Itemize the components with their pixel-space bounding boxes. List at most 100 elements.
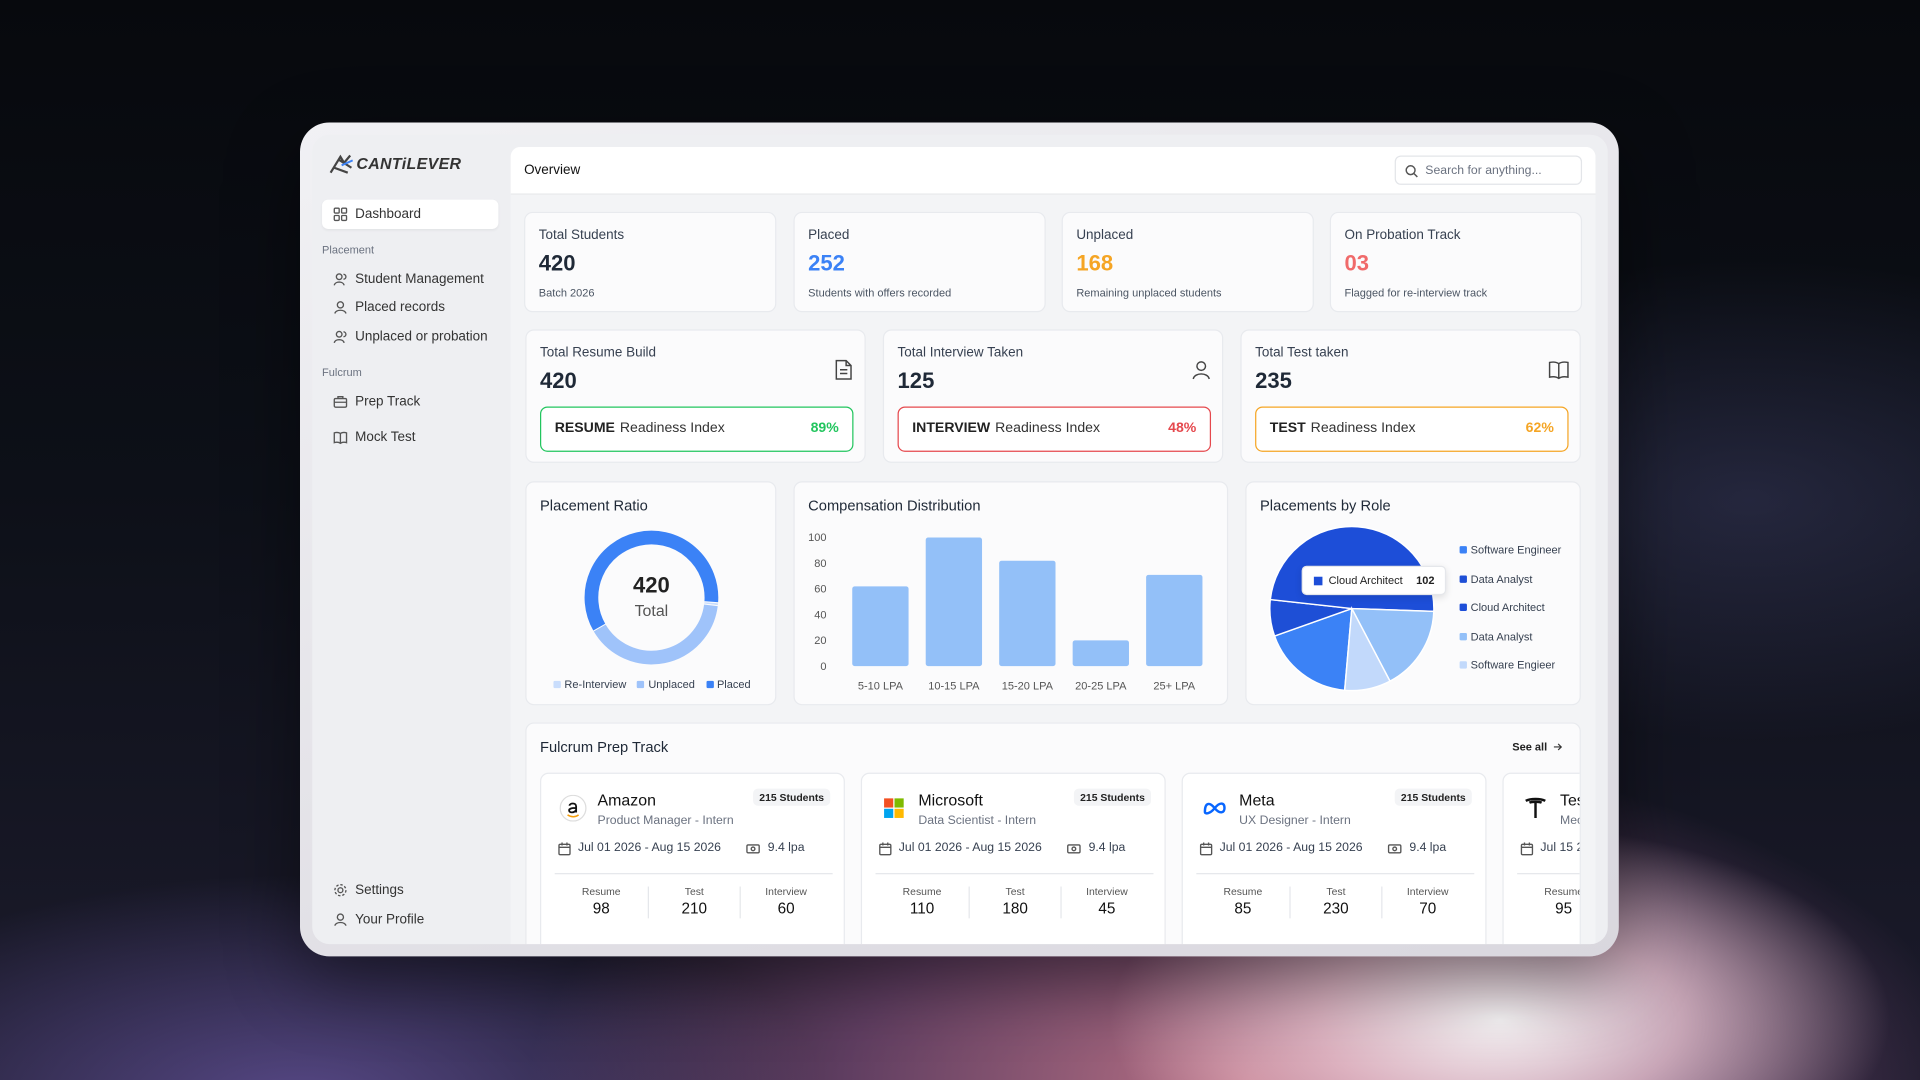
- readiness-index: TEST Readiness Index 62%: [1255, 406, 1569, 452]
- stat-column-value: 60: [777, 900, 795, 918]
- prep-track-panel: Fulcrum Prep Track See all Amazon Product M…: [525, 722, 1581, 945]
- prep-card: Meta UX Designer - Intern 215 Students Jul …: [1181, 772, 1487, 945]
- search-box[interactable]: Search for anything...: [1394, 155, 1583, 185]
- icon-part: [1071, 846, 1077, 852]
- legend-item: Software Engieer: [1459, 658, 1556, 672]
- nav-label: Student Management: [355, 271, 484, 287]
- legend-item: Data Analyst: [1459, 572, 1533, 585]
- tooltip-value: 102: [1416, 574, 1435, 587]
- readiness-index-text: Readiness Index: [1310, 421, 1416, 436]
- search-icon: [1405, 165, 1418, 178]
- stat-column-value: 180: [1002, 900, 1028, 918]
- legend-label: Data Analyst: [1470, 630, 1533, 643]
- bar: [1072, 640, 1129, 667]
- legend-item: Placed: [705, 678, 751, 691]
- legend-swatch: [1459, 603, 1467, 612]
- icon: [1520, 842, 1534, 856]
- stat-column-label: Interview: [765, 885, 807, 898]
- package: 9.4 lpa: [767, 841, 805, 855]
- stat-label: Placed: [808, 227, 850, 243]
- nav-item[interactable]: Prep Track: [322, 387, 498, 416]
- stat-column-label: Test: [1326, 885, 1346, 898]
- legend-item: Re-Interview: [553, 678, 627, 691]
- x-tick-label: 15-20 LPA: [1002, 680, 1054, 692]
- legend-label: Software Engieer: [1470, 658, 1556, 672]
- company-name: Tesl: [1560, 791, 1580, 810]
- card-icon: [1192, 361, 1210, 380]
- stat-column-label: Interview: [1086, 885, 1128, 898]
- icon-part: [336, 301, 345, 309]
- legend-label: Data Analyst: [1470, 572, 1533, 585]
- column-divider: [968, 886, 970, 919]
- nav-label: Mock Test: [355, 429, 416, 445]
- stat-column-label: Resume: [902, 885, 942, 898]
- nav-item[interactable]: Dashboard: [322, 199, 499, 229]
- icon-part: [340, 214, 348, 222]
- nav-item[interactable]: Student Management: [322, 264, 498, 293]
- nav-item[interactable]: Mock Test: [322, 422, 498, 451]
- donut-center-label: Total: [635, 603, 669, 620]
- column-divider: [1289, 886, 1291, 919]
- stat-column-value: 110: [909, 900, 935, 918]
- icon: [1199, 842, 1213, 856]
- company-role: Product Manager - Intern: [597, 814, 734, 828]
- icon-part: [336, 913, 345, 921]
- readiness-card: Total Test taken 235 TEST Readiness Index 62…: [1240, 329, 1581, 463]
- nav-item[interactable]: Placed records: [322, 293, 498, 322]
- stat-card: Total Students 420 Batch 2026: [524, 211, 777, 313]
- icon-part: [1199, 843, 1213, 856]
- stat-column-value: 45: [1098, 900, 1116, 918]
- icon-part: [333, 431, 348, 445]
- icon-part: [1548, 361, 1569, 380]
- legend-label: Software Engineer: [1470, 543, 1562, 556]
- logo-part: [894, 798, 904, 808]
- bar: [1146, 574, 1203, 667]
- legend: Re-Interview Unplaced Placed: [527, 678, 778, 691]
- company-name: Meta: [1239, 791, 1275, 810]
- icon-part: [333, 207, 340, 214]
- x-tick-label: 5-10 LPA: [858, 680, 904, 692]
- legend-swatch: [637, 680, 645, 689]
- readiness-value: 235: [1255, 368, 1292, 394]
- company-logo: [1525, 797, 1546, 818]
- legend-item: Unplaced: [637, 678, 695, 691]
- y-tick-label: 40: [814, 609, 826, 621]
- prep-card: Microsoft Data Scientist - Intern 215 Stud…: [860, 772, 1166, 945]
- sidebar: CANTiLEVER Dashboard Placement Student Man…: [312, 135, 510, 944]
- nav-item[interactable]: Settings: [322, 876, 498, 905]
- stat-value: 252: [808, 251, 845, 276]
- legend-item: Software Engineer: [1459, 543, 1562, 556]
- readiness-key: TEST: [1269, 421, 1306, 436]
- stat-label: On Probation Track: [1344, 227, 1461, 243]
- stat-column-value: 85: [1234, 900, 1252, 918]
- nav-label: Unplaced or probation: [355, 329, 488, 345]
- company-logo: [884, 798, 904, 818]
- logo-part: [884, 798, 894, 808]
- page-title: Overview: [524, 162, 581, 178]
- legend-swatch: [1459, 546, 1467, 554]
- students-badge: 215 Students: [1394, 788, 1472, 806]
- stat-column-label: Resume: [1223, 885, 1263, 898]
- y-tick-label: 20: [814, 635, 826, 647]
- readiness-value: 125: [897, 368, 935, 394]
- nav-item[interactable]: Your Profile: [322, 905, 498, 934]
- company-name: Microsoft: [918, 791, 983, 810]
- see-all-link[interactable]: See all: [1512, 741, 1562, 753]
- chart-title: Placements by Role: [1260, 497, 1391, 515]
- divider: [875, 873, 1154, 875]
- pie-slice: [1350, 607, 1435, 683]
- legend-swatch: [1459, 661, 1467, 669]
- stat-note: Batch 2026: [538, 286, 595, 299]
- icon-part: [558, 842, 571, 849]
- readiness-index-text: Readiness Index: [995, 421, 1101, 436]
- readiness-label: Total Interview Taken: [897, 345, 1024, 360]
- icon-part: [1392, 846, 1398, 852]
- stat-note: Students with offers recorded: [808, 286, 952, 299]
- legend-label: Re-Interview: [564, 678, 627, 691]
- nav-item[interactable]: Unplaced or probation: [322, 322, 498, 351]
- icon-part: [1387, 844, 1402, 854]
- y-tick-label: 80: [814, 558, 826, 570]
- icon: [333, 431, 348, 445]
- bar: [852, 586, 909, 667]
- icon-part: [1521, 842, 1533, 849]
